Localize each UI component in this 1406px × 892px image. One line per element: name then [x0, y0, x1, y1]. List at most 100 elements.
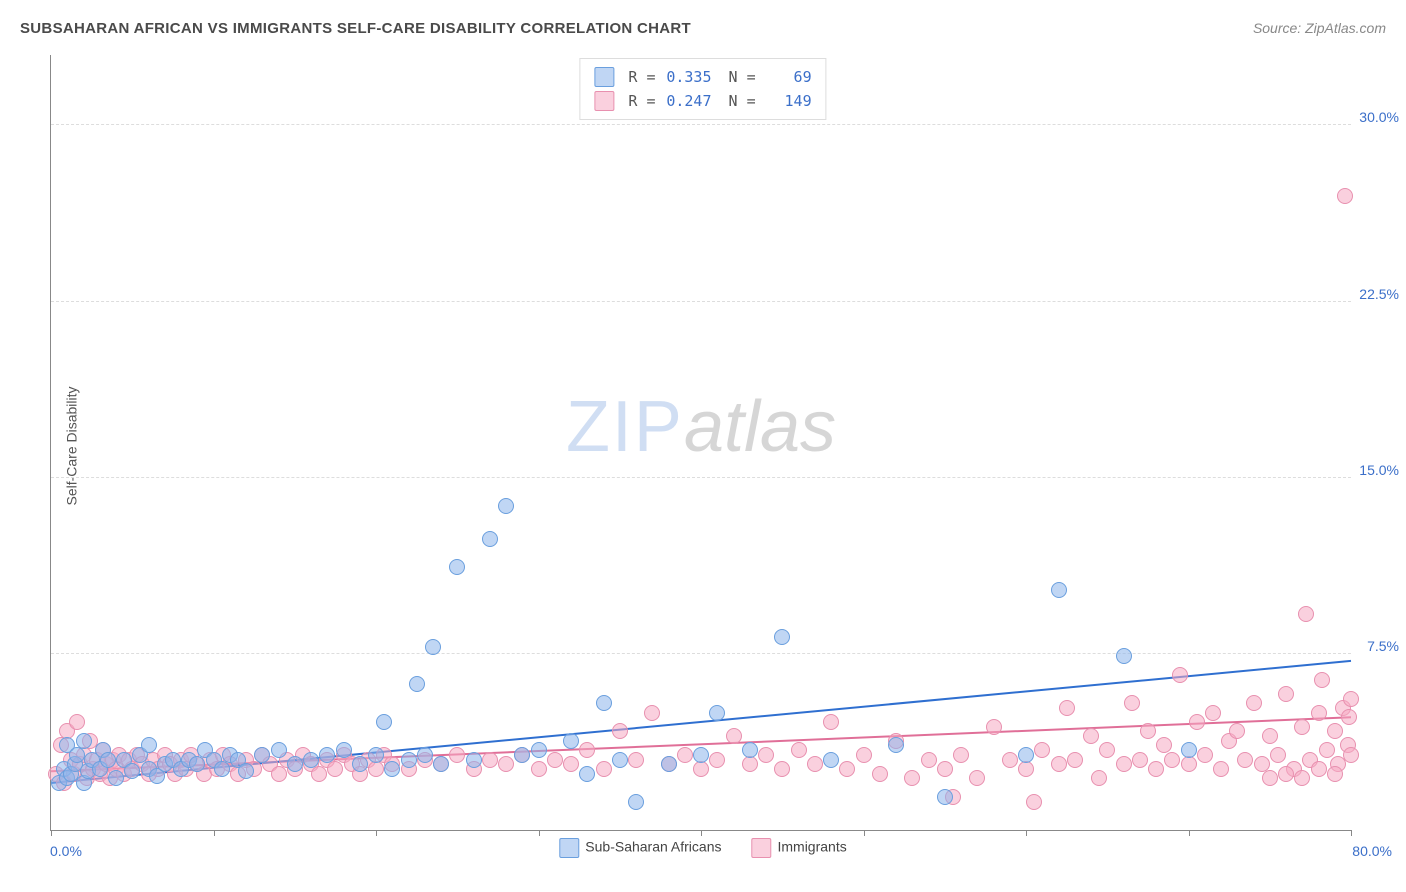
scatter-point-a: [742, 742, 758, 758]
scatter-point-b: [1298, 606, 1314, 622]
legend-stats-box: R = 0.335 N = 69 R = 0.247 N = 149: [579, 58, 826, 120]
scatter-point-b: [856, 747, 872, 763]
legend-label-a: Sub-Saharan Africans: [585, 839, 721, 855]
scatter-point-a: [466, 752, 482, 768]
scatter-point-b: [1018, 761, 1034, 777]
y-tick-label: 15.0%: [1359, 462, 1399, 478]
scatter-point-b: [1172, 667, 1188, 683]
scatter-point-b: [839, 761, 855, 777]
legend-swatch-a-icon: [594, 67, 614, 87]
scatter-point-b: [1343, 691, 1359, 707]
plot-area: ZIPatlas 7.5%15.0%22.5%30.0%: [50, 55, 1351, 831]
scatter-point-b: [1343, 747, 1359, 763]
scatter-point-a: [189, 756, 205, 772]
x-tick: [701, 830, 702, 836]
x-tick: [539, 830, 540, 836]
scatter-point-a: [254, 747, 270, 763]
n-value-b: 149: [764, 89, 812, 113]
scatter-point-b: [1148, 761, 1164, 777]
scatter-point-b: [1246, 695, 1262, 711]
scatter-point-b: [1197, 747, 1213, 763]
scatter-point-a: [1181, 742, 1197, 758]
legend-swatch-b-icon: [594, 91, 614, 111]
scatter-point-a: [352, 756, 368, 772]
scatter-point-b: [579, 742, 595, 758]
scatter-point-a: [319, 747, 335, 763]
x-axis-origin-label: 0.0%: [50, 843, 82, 859]
scatter-point-b: [791, 742, 807, 758]
scatter-point-b: [311, 766, 327, 782]
legend-swatch-a: [559, 838, 579, 858]
legend-stats-row-a: R = 0.335 N = 69: [594, 65, 811, 89]
scatter-point-b: [1091, 770, 1107, 786]
scatter-point-b: [726, 728, 742, 744]
scatter-point-b: [628, 752, 644, 768]
y-tick-label: 7.5%: [1367, 638, 1399, 654]
scatter-point-b: [1270, 747, 1286, 763]
scatter-point-b: [547, 752, 563, 768]
x-tick: [51, 830, 52, 836]
scatter-point-b: [449, 747, 465, 763]
stat-label: R =: [628, 89, 655, 113]
scatter-point-a: [69, 747, 85, 763]
scatter-point-b: [1205, 705, 1221, 721]
scatter-point-b: [1314, 672, 1330, 688]
scatter-point-a: [937, 789, 953, 805]
scatter-point-b: [1294, 770, 1310, 786]
scatter-point-a: [888, 737, 904, 753]
scatter-point-b: [1327, 766, 1343, 782]
scatter-point-b: [612, 723, 628, 739]
scatter-point-a: [482, 531, 498, 547]
scatter-point-b: [709, 752, 725, 768]
scatter-point-b: [1237, 752, 1253, 768]
gridline-h: [51, 301, 1351, 302]
scatter-point-b: [1067, 752, 1083, 768]
scatter-point-b: [1164, 752, 1180, 768]
y-tick-label: 30.0%: [1359, 109, 1399, 125]
scatter-point-a: [498, 498, 514, 514]
scatter-point-a: [336, 742, 352, 758]
scatter-point-a: [1018, 747, 1034, 763]
r-value-a: 0.335: [663, 65, 711, 89]
r-value-b: 0.247: [663, 89, 711, 113]
x-tick: [214, 830, 215, 836]
legend-bottom: Sub-Saharan Africans Immigrants: [559, 838, 846, 858]
scatter-point-a: [100, 752, 116, 768]
scatter-point-b: [69, 714, 85, 730]
scatter-point-b: [1319, 742, 1335, 758]
scatter-point-b: [1124, 695, 1140, 711]
scatter-point-b: [1337, 188, 1353, 204]
scatter-point-b: [969, 770, 985, 786]
n-value-a: 69: [764, 65, 812, 89]
scatter-point-a: [124, 763, 140, 779]
scatter-point-b: [1181, 756, 1197, 772]
scatter-point-b: [1278, 686, 1294, 702]
gridline-h: [51, 124, 1351, 125]
x-tick: [1026, 830, 1027, 836]
scatter-point-b: [1262, 770, 1278, 786]
scatter-point-b: [1189, 714, 1205, 730]
scatter-point-a: [596, 695, 612, 711]
scatter-point-b: [1327, 723, 1343, 739]
y-tick-label: 22.5%: [1359, 286, 1399, 302]
scatter-point-b: [807, 756, 823, 772]
scatter-point-a: [76, 733, 92, 749]
source-credit: Source: ZipAtlas.com: [1253, 20, 1386, 36]
x-tick: [864, 830, 865, 836]
scatter-point-a: [376, 714, 392, 730]
scatter-point-a: [514, 747, 530, 763]
scatter-point-b: [1051, 756, 1067, 772]
scatter-point-a: [661, 756, 677, 772]
x-tick: [376, 830, 377, 836]
scatter-point-b: [1229, 723, 1245, 739]
chart-title: SUBSAHARAN AFRICAN VS IMMIGRANTS SELF-CA…: [20, 20, 691, 37]
scatter-point-b: [1213, 761, 1229, 777]
scatter-point-b: [482, 752, 498, 768]
scatter-point-a: [214, 761, 230, 777]
scatter-point-a: [774, 629, 790, 645]
scatter-point-b: [1002, 752, 1018, 768]
scatter-point-a: [693, 747, 709, 763]
scatter-point-b: [1311, 761, 1327, 777]
scatter-point-a: [287, 756, 303, 772]
scatter-point-b: [1262, 728, 1278, 744]
